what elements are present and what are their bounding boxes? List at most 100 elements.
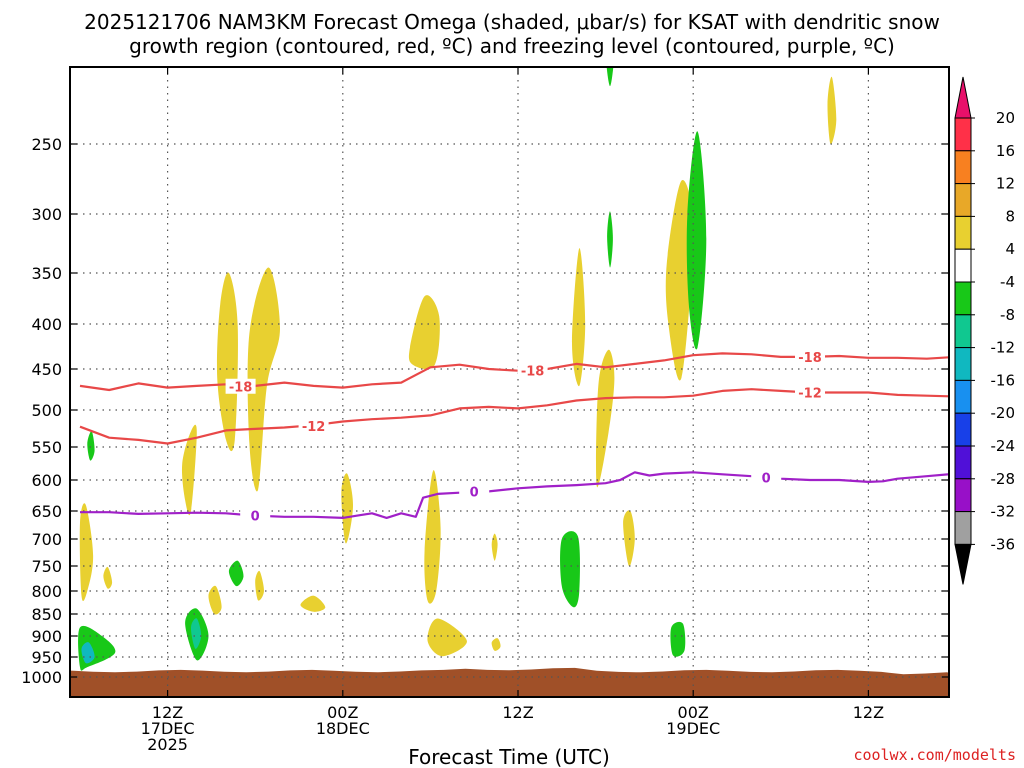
- y-tick-label: 850: [31, 605, 62, 624]
- contour-label-bg: [795, 348, 825, 364]
- surface-terrain: [70, 667, 949, 697]
- contour-label-bg: [298, 417, 329, 433]
- omega-region: [300, 595, 326, 612]
- contour-label-bg: [517, 362, 548, 378]
- y-tick-label: 750: [31, 557, 62, 576]
- colorbar-bottom-arrow: [954, 543, 972, 585]
- colorbar-swatch: [954, 314, 972, 349]
- colorbar-label: -24: [991, 437, 1016, 455]
- colorbar-swatch: [954, 215, 972, 250]
- colorbar-label: 8: [1005, 207, 1015, 225]
- omega-region: [103, 566, 113, 589]
- omega-region: [228, 560, 244, 587]
- x-tick-label: 18DEC: [316, 719, 370, 738]
- y-tick-label: 600: [31, 471, 62, 490]
- colorbar-label: 4: [1005, 240, 1015, 258]
- omega-region: [87, 431, 95, 461]
- omega-region: [181, 424, 197, 516]
- x-axis-label: Forecast Time (UTC): [408, 745, 610, 768]
- colorbar-label: -20: [991, 404, 1016, 422]
- y-tick-label: 1000: [21, 668, 62, 687]
- omega-region: [341, 473, 354, 544]
- colorbar-label: 16: [996, 142, 1015, 160]
- colorbar-swatch: [954, 183, 972, 217]
- x-tick-label: 2025: [147, 735, 188, 754]
- omega-region: [827, 76, 837, 145]
- omega-region: [560, 531, 581, 608]
- omega-region: [665, 179, 694, 381]
- omega-region: [623, 510, 635, 567]
- omega-region: [190, 618, 202, 649]
- colorbar-label: -32: [991, 503, 1016, 521]
- colorbar-label: -8: [1000, 306, 1015, 324]
- y-tick-label: 350: [31, 264, 62, 283]
- omega-region: [607, 211, 613, 268]
- gridlines: [70, 67, 949, 697]
- omega-region: [81, 642, 95, 664]
- x-tick-label: 19DEC: [666, 719, 720, 738]
- colorbar-swatch: [954, 445, 972, 480]
- x-tick-label: 12Z: [853, 703, 884, 722]
- omega-region: [572, 248, 586, 387]
- y-tick-label: 900: [31, 627, 62, 646]
- colorbar-swatch: [954, 117, 972, 152]
- contour-label: -18: [521, 365, 545, 380]
- contour-label: 0: [251, 510, 260, 525]
- omega-region: [686, 131, 707, 350]
- y-tick-label: 500: [31, 401, 62, 420]
- x-tick-label: 12Z: [502, 703, 533, 722]
- contour-label-bg: [225, 378, 256, 394]
- omega-region: [491, 533, 498, 561]
- y-tick-label: 450: [31, 360, 62, 379]
- y-tick-label: 400: [31, 315, 62, 334]
- contour-label-bg: [240, 507, 271, 523]
- colorbar-swatch: [954, 412, 972, 447]
- plot-frame: [69, 66, 950, 698]
- contour-label: 0: [762, 471, 771, 486]
- colorbar-label: -28: [991, 470, 1016, 488]
- colorbar-swatch: [954, 281, 972, 316]
- y-tick-label: 650: [31, 502, 62, 521]
- omega-region: [596, 349, 615, 488]
- y-tick-label: 550: [31, 438, 62, 457]
- y-tick-label: 250: [31, 135, 62, 154]
- colorbar-swatch: [954, 379, 972, 414]
- colorbar-label: -12: [991, 339, 1016, 357]
- colorbar-label: -16: [991, 371, 1016, 389]
- omega-region: [255, 570, 265, 601]
- colorbar-label: -4: [1000, 273, 1015, 291]
- omega-region: [606, 67, 614, 87]
- omega-region: [408, 295, 440, 370]
- omega-region: [427, 618, 467, 657]
- colorbar-swatch: [954, 347, 972, 381]
- colorbar-label: 12: [996, 175, 1015, 193]
- contour-label: 0: [470, 485, 479, 500]
- colorbar-swatch: [954, 248, 972, 283]
- y-tick-label: 800: [31, 582, 62, 601]
- contour-layer: -18 -18 -18 -12 -12 0 0 0: [79, 348, 949, 525]
- omega-region: [208, 585, 222, 615]
- colorbar-top-arrow: [954, 76, 972, 119]
- omega-region: [670, 621, 686, 657]
- omega-shading-layer: [78, 67, 837, 671]
- y-tick-label: 300: [31, 205, 62, 224]
- x-tick-label: 12Z: [152, 703, 183, 722]
- colorbar-label: -36: [991, 535, 1016, 553]
- x-tick-label: 00Z: [678, 703, 709, 722]
- colorbar-swatch: [954, 150, 972, 185]
- contour-label-bg: [459, 483, 490, 499]
- omega-region: [79, 503, 94, 602]
- colorbar-label: 20: [996, 109, 1015, 127]
- colorbar: 20 16 12 8 4 -4 -8 -12 -16 -20 -24 -28 -32 -36: [954, 76, 1016, 585]
- omega-region: [424, 470, 441, 604]
- x-tick-label: 17DEC: [141, 719, 195, 738]
- contour-label: -18: [229, 381, 253, 396]
- y-tick-label: 950: [31, 648, 62, 667]
- contour-label-bg: [751, 469, 782, 485]
- contour-label: -12: [302, 420, 326, 435]
- chart-title-line2: growth region (contoured, red, ºC) and f…: [129, 34, 895, 58]
- contour-label: -18: [798, 351, 822, 366]
- omega-region: [216, 272, 238, 452]
